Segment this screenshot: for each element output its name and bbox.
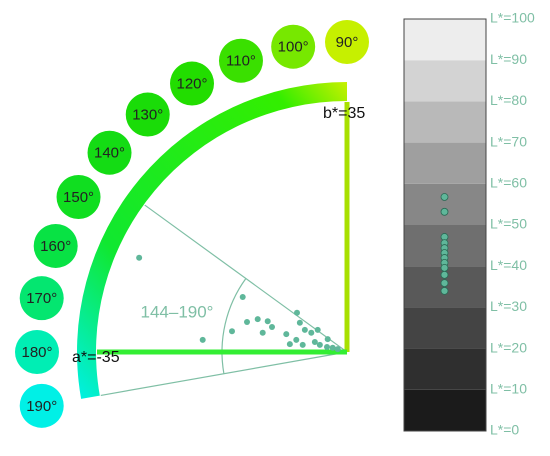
y-tick-label: L*=10: [490, 381, 527, 397]
y-tick-label: L*=90: [490, 51, 527, 67]
y-tick-label: L*=70: [490, 133, 527, 149]
data-point: [311, 339, 318, 345]
data-point: [259, 329, 266, 336]
hue-swatch: [56, 175, 101, 219]
hue-swatch: [125, 92, 170, 137]
y-tick-label: L*=60: [490, 175, 527, 191]
y-tick-label: L*=100: [490, 10, 535, 26]
data-point: [440, 279, 449, 287]
data-point: [136, 254, 143, 261]
hue-label: 190°: [26, 398, 57, 415]
data-point: [314, 326, 321, 333]
data-point: [244, 319, 250, 325]
data-point: [283, 331, 290, 338]
axis-label: a*=-35: [72, 349, 120, 366]
axis-label: b*=35: [323, 105, 365, 122]
hue-label: 170°: [26, 290, 57, 307]
data-point: [264, 318, 271, 325]
data-point: [296, 319, 303, 326]
range-label: 144–190°: [141, 302, 214, 321]
data-point: [440, 270, 449, 279]
data-point: [254, 316, 261, 323]
hue-label: 150°: [63, 189, 94, 206]
lightness-band: [404, 348, 486, 390]
hue-swatch: [15, 330, 59, 374]
data-point: [299, 341, 306, 348]
hue-swatch: [325, 20, 369, 64]
hue-label: 140°: [94, 145, 125, 162]
data-point: [229, 328, 235, 335]
lightness-band: [404, 60, 486, 102]
data-point: [301, 326, 308, 333]
y-tick-label: L*=80: [490, 92, 527, 108]
hue-swatch: [19, 276, 64, 321]
data-point: [316, 341, 323, 348]
hue-swatch: [19, 383, 64, 428]
y-tick-label: L*=50: [490, 216, 527, 232]
data-point: [239, 294, 246, 300]
hue-swatch: [271, 24, 316, 69]
data-point: [440, 193, 449, 201]
data-point: [440, 263, 449, 272]
hue-label: 110°: [226, 53, 256, 70]
lightness-band: [404, 142, 486, 184]
data-point: [329, 344, 336, 351]
data-point: [324, 344, 330, 350]
data-point: [334, 346, 341, 353]
hue-swatch: [170, 61, 214, 106]
strip-border: [403, 18, 487, 432]
lightness-band: [404, 19, 486, 61]
data-point: [286, 341, 293, 348]
data-point: [199, 336, 206, 343]
data-point: [440, 207, 449, 216]
hue-label: 90°: [336, 34, 359, 51]
data-point: [294, 309, 300, 316]
hue-swatch: [218, 38, 263, 83]
data-point: [269, 324, 275, 330]
hue-label: 180°: [21, 344, 52, 361]
y-tick-label: L*=20: [490, 339, 527, 355]
lightness-band: [404, 183, 486, 225]
hue-label: 120°: [176, 76, 207, 93]
hue-label: 160°: [40, 238, 71, 255]
hue-swatch: [33, 223, 78, 268]
data-point: [324, 336, 331, 343]
data-point: [293, 336, 300, 343]
y-tick-label: L*=30: [490, 298, 527, 314]
hue-label: 100°: [278, 39, 309, 56]
range-arc: [221, 278, 247, 374]
hue-label: 130°: [132, 106, 163, 123]
data-point: [440, 287, 449, 295]
y-tick-label: L*=40: [490, 257, 527, 273]
lightness-band: [404, 389, 486, 431]
lightness-band: [404, 307, 486, 349]
lightness-band: [404, 101, 486, 143]
hue-swatch: [87, 130, 132, 175]
y-tick-label: L*=0: [490, 422, 519, 438]
data-point: [308, 329, 315, 336]
